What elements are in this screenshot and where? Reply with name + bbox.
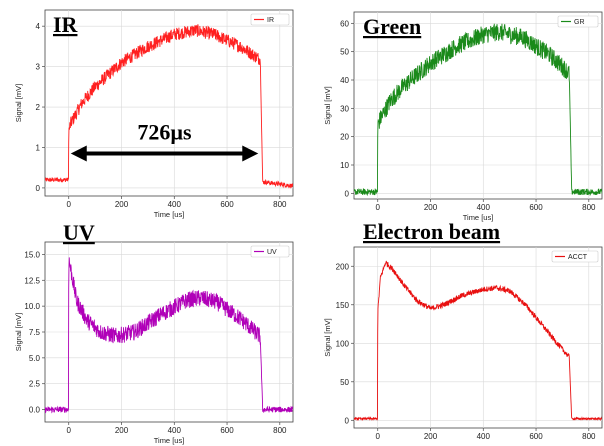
x-tick-label: 200 — [424, 203, 438, 212]
legend: IR — [250, 13, 290, 26]
legend-box — [250, 13, 290, 26]
series-line-ir — [45, 24, 293, 189]
x-tick-label: 600 — [529, 203, 543, 212]
y-tick-label: 1 — [36, 143, 41, 152]
x-axis-label: Time [us] — [154, 436, 185, 445]
series-line-gr — [354, 23, 602, 197]
x-tick-label: 0 — [67, 426, 72, 435]
legend-label: ACCT — [568, 254, 588, 261]
legend-label: GR — [574, 19, 585, 26]
series-line-acct — [354, 260, 602, 422]
x-tick-label: 600 — [220, 426, 234, 435]
x-tick-label: 200 — [115, 200, 129, 209]
x-tick-label: 0 — [376, 203, 381, 212]
chart-panel-2: 0 200 400 600 800 0.0 2.5 5.0 7.5 10.0 12.5 15.0 Tim… — [14, 220, 294, 445]
y-tick-label: 10.0 — [24, 302, 40, 311]
legend: ACCT — [551, 250, 599, 263]
x-tick-label: 400 — [168, 426, 182, 435]
y-tick-label: 2 — [36, 103, 41, 112]
x-tick-label: 200 — [424, 432, 438, 441]
panel-title: IR — [53, 12, 79, 37]
x-tick-label: 400 — [477, 203, 491, 212]
legend-box — [250, 245, 290, 258]
y-tick-label: 50 — [340, 48, 349, 57]
y-tick-label: 20 — [340, 133, 349, 142]
x-tick-label: 600 — [220, 200, 234, 209]
y-tick-label: 5.0 — [29, 354, 41, 363]
chart-panel-0: 0 200 400 600 800 0 1 2 3 4 Time [us] Signal [mV] IR… — [14, 9, 294, 219]
y-tick-label: 40 — [340, 76, 349, 85]
y-tick-label: 3 — [36, 63, 41, 72]
panel-title: Green — [363, 14, 421, 39]
annotation-arrowhead-right — [242, 145, 259, 162]
y-tick-label: 100 — [336, 339, 350, 348]
legend-label: IR — [267, 17, 274, 24]
x-tick-label: 0 — [376, 432, 381, 441]
x-tick-label: 600 — [529, 432, 543, 441]
duration-annotation: 726µs — [70, 120, 259, 162]
y-tick-label: 150 — [336, 301, 350, 310]
legend-label: UV — [267, 249, 277, 256]
x-tick-label: 800 — [273, 426, 287, 435]
legend: UV — [250, 245, 290, 258]
legend: GR — [557, 15, 599, 28]
annotation-label: 726µs — [137, 120, 192, 145]
y-tick-label: 0.0 — [29, 406, 41, 415]
plot-frame — [353, 246, 603, 429]
legend-box — [551, 250, 599, 263]
series-line-uv — [45, 257, 293, 414]
y-tick-label: 15.0 — [24, 250, 40, 259]
y-tick-label: 0 — [345, 189, 350, 198]
x-tick-label: 400 — [477, 432, 491, 441]
y-tick-label: 2.5 — [29, 380, 41, 389]
x-tick-label: 800 — [582, 203, 596, 212]
y-tick-label: 0 — [345, 416, 350, 425]
y-tick-label: 200 — [336, 262, 350, 271]
chart-panel-1: 0 200 400 600 800 0 10 20 30 40 50 60 Time [us] Signa… — [323, 11, 603, 222]
x-tick-label: 400 — [168, 200, 182, 209]
x-tick-label: 0 — [67, 200, 72, 209]
y-axis-label: Signal [mV] — [14, 313, 23, 351]
x-tick-label: 800 — [582, 432, 596, 441]
x-tick-label: 800 — [273, 200, 287, 209]
y-tick-label: 10 — [340, 161, 349, 170]
y-tick-label: 4 — [36, 22, 41, 31]
y-axis-label: Signal [mV] — [14, 84, 23, 122]
panel-title: Electron beam — [363, 219, 500, 244]
x-axis-label: Time [us] — [463, 213, 494, 222]
plot-frame — [353, 11, 603, 200]
y-tick-label: 60 — [340, 19, 349, 28]
y-axis-label: Signal [mV] — [323, 86, 332, 124]
annotation-arrowhead-left — [70, 145, 87, 162]
x-axis-label: Time [us] — [154, 210, 185, 219]
y-axis-label: Signal [mV] — [323, 318, 332, 356]
y-tick-label: 12.5 — [24, 276, 40, 285]
y-tick-label: 50 — [340, 378, 349, 387]
y-tick-label: 7.5 — [29, 328, 41, 337]
y-tick-label: 30 — [340, 104, 349, 113]
chart-panel-3: 0 200 400 600 800 0 50 100 150 200 Signal [mV] ACCT… — [323, 219, 603, 441]
y-tick-label: 0 — [36, 184, 41, 193]
x-tick-label: 200 — [115, 426, 129, 435]
legend-box — [557, 15, 599, 28]
panel-title: UV — [63, 220, 95, 245]
